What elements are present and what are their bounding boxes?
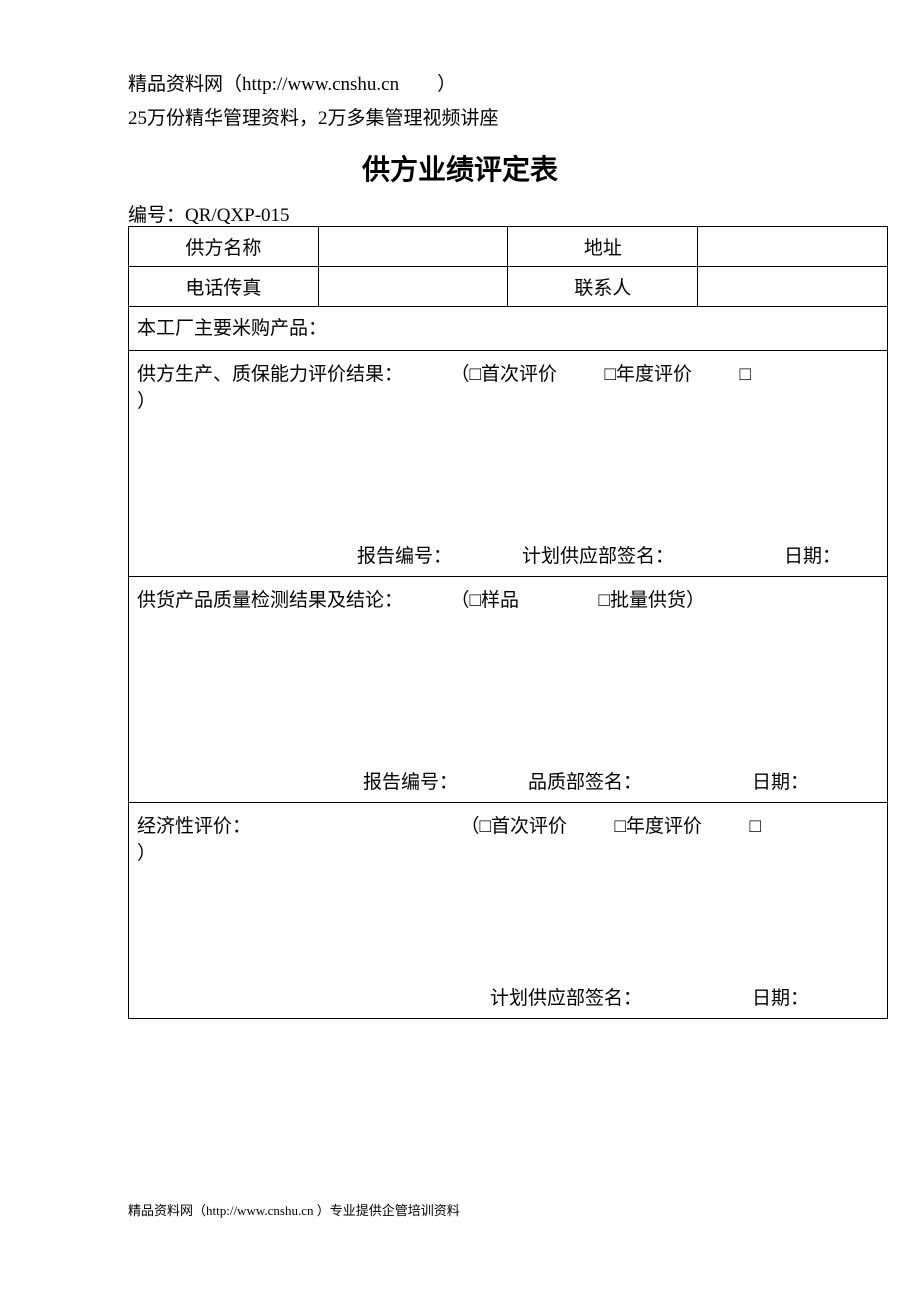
evaluation-table: 供方名称 地址 电话传真 联系人 本工厂主要米购产品： 供方生产、质保能力评价结… (128, 226, 888, 1019)
form-number-label: 编号： (128, 205, 185, 226)
checkbox-icon: □ (470, 364, 481, 385)
header-line-2: 25万份精华管理资料，2万多集管理视频讲座 (128, 106, 499, 133)
form-number-value: QR/QXP-015 (185, 205, 290, 226)
section-capability-cell: 供方生产、质保能力评价结果： （□首次评价 □年度评价 □ ） 报告编号： 计划… (129, 351, 888, 577)
main-products-label: 本工厂主要米购产品： (137, 318, 327, 339)
row-supplier-name: 供方名称 地址 (129, 227, 888, 267)
checkbox-icon: □ (615, 816, 626, 837)
header-suffix: ） (437, 74, 456, 95)
address-value (698, 227, 888, 267)
checkbox-icon: □ (470, 590, 481, 611)
plan-dept-sign-label: 计划供应部签名： (522, 541, 674, 568)
economic-bottom-line: 计划供应部签名： 日期： (137, 983, 879, 1010)
contact-label: 联系人 (508, 267, 698, 307)
plan-dept-sign-label: 计划供应部签名： (490, 983, 642, 1010)
main-products-cell: 本工厂主要米购产品： (129, 307, 888, 351)
section-economic-cell: 经济性评价： （□首次评价 □年度评价 □ ） 计划供应部签名： 日期： (129, 803, 888, 1019)
page-title: 供方业绩评定表 (0, 148, 920, 188)
quality-dept-sign-label: 品质部签名： (528, 767, 642, 794)
supplier-name-label: 供方名称 (129, 227, 319, 267)
checkbox-icon: □ (599, 590, 610, 611)
phone-fax-value (318, 267, 508, 307)
close-paren: ） (137, 391, 156, 412)
header-url: http://www.cnshu.cn (242, 74, 399, 95)
quality-top-line: 供货产品质量检测结果及结论： （□样品 □批量供货） (137, 583, 879, 614)
phone-fax-label: 电话传真 (129, 267, 319, 307)
quality-title: 供货产品质量检测结果及结论： (137, 590, 403, 611)
close-paren: ） (686, 590, 705, 611)
section-economic-eval: 经济性评价： （□首次评价 □年度评价 □ ） 计划供应部签名： 日期： (129, 803, 888, 1019)
capability-opt2: 年度评价 (616, 364, 692, 385)
date-label: 日期： (752, 767, 809, 794)
capability-opt1: 首次评价 (481, 364, 557, 385)
date-label: 日期： (784, 541, 841, 568)
quality-opt1: 样品 (481, 590, 519, 611)
supplier-name-value (318, 227, 508, 267)
quality-opt2: 批量供货 (610, 590, 686, 611)
form-number: 编号：QR/QXP-015 (128, 200, 290, 227)
section-capability-eval: 供方生产、质保能力评价结果： （□首次评价 □年度评价 □ ） 报告编号： 计划… (129, 351, 888, 577)
capability-title: 供方生产、质保能力评价结果： (137, 364, 403, 385)
section-quality-cell: 供货产品质量检测结果及结论： （□样品 □批量供货） 报告编号： 品质部签名： … (129, 577, 888, 803)
date-label: 日期： (752, 983, 809, 1010)
report-no-label: 报告编号： (357, 541, 452, 568)
checkbox-icon: □ (480, 816, 491, 837)
quality-bottom-line: 报告编号： 品质部签名： 日期： (137, 767, 879, 794)
contact-value (698, 267, 888, 307)
open-paren: （ (451, 590, 470, 611)
capability-top-line: 供方生产、质保能力评价结果： （□首次评价 □年度评价 □ ） (137, 357, 879, 415)
report-no-label: 报告编号： (363, 767, 458, 794)
row-main-products: 本工厂主要米购产品： (129, 307, 888, 351)
header-prefix: 精品资料网（ (128, 74, 242, 95)
footer-text: 精品资料网（http://www.cnshu.cn ）专业提供企管培训资料 (128, 1200, 460, 1219)
checkbox-icon: □ (605, 364, 616, 385)
row-phone-contact: 电话传真 联系人 (129, 267, 888, 307)
checkbox-icon: □ (740, 364, 751, 385)
open-paren: （ (451, 364, 470, 385)
close-paren: ） (137, 843, 156, 864)
economic-top-line: 经济性评价： （□首次评价 □年度评价 □ ） (137, 809, 879, 867)
economic-opt1: 首次评价 (491, 816, 567, 837)
economic-title: 经济性评价： (137, 816, 251, 837)
header-line-1: 精品资料网（http://www.cnshu.cn ） (128, 72, 456, 99)
economic-opt2: 年度评价 (626, 816, 702, 837)
capability-bottom-line: 报告编号： 计划供应部签名： 日期： (137, 541, 879, 568)
address-label: 地址 (508, 227, 698, 267)
open-paren: （ (461, 816, 480, 837)
section-quality-test: 供货产品质量检测结果及结论： （□样品 □批量供货） 报告编号： 品质部签名： … (129, 577, 888, 803)
checkbox-icon: □ (750, 816, 761, 837)
